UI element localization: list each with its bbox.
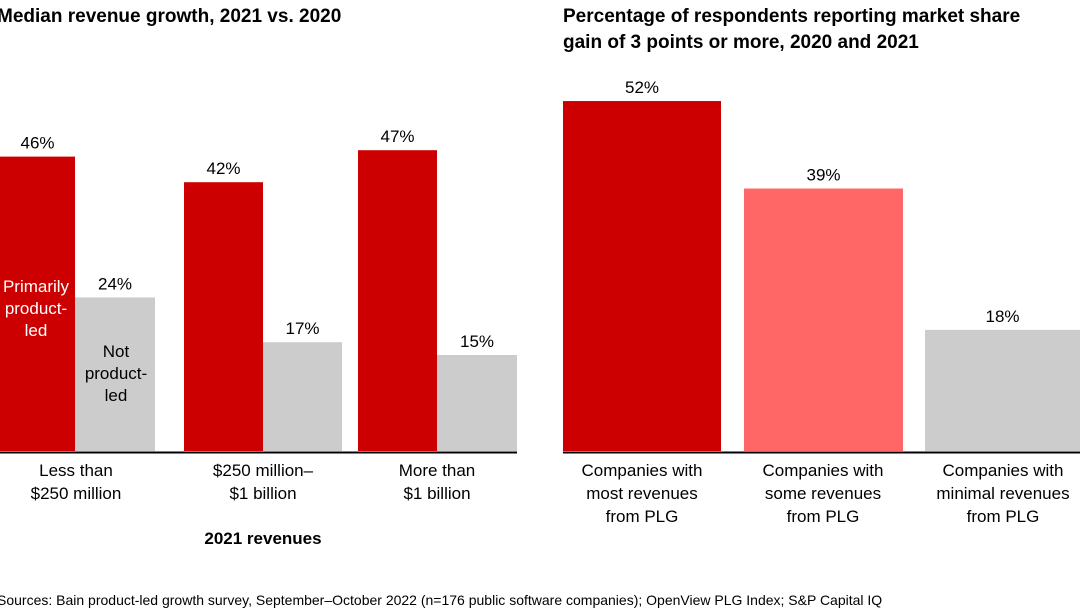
data-label: 42% [206, 159, 240, 178]
bar-product-led [0, 156, 75, 451]
category-label: from PLG [787, 507, 860, 526]
legend-label-product-led: led [25, 321, 48, 340]
data-label: 46% [20, 134, 54, 153]
category-label: most revenues [586, 484, 698, 503]
legend-label-product-led: Primarily [3, 277, 70, 296]
category-label: minimal revenues [936, 484, 1069, 503]
data-label: 47% [380, 127, 414, 146]
x-axis-title: 2021 revenues [204, 529, 321, 548]
legend-label-product-led: product- [5, 299, 67, 318]
sources-footnote: Sources: Bain product-led growth survey,… [0, 592, 883, 608]
category-label: $250 million [31, 484, 122, 503]
data-label: 18% [985, 307, 1019, 326]
data-label: 52% [625, 78, 659, 97]
bar-product-led [358, 150, 437, 451]
category-label: some revenues [765, 484, 881, 503]
legend-label-not-product-led: product- [85, 364, 147, 383]
bar-product-led [184, 182, 263, 451]
category-label: $1 billion [229, 484, 296, 503]
category-label: from PLG [967, 507, 1040, 526]
category-label: Companies with [582, 461, 703, 480]
category-label: from PLG [606, 507, 679, 526]
bar-not-product-led [437, 355, 517, 451]
category-label: Companies with [943, 461, 1064, 480]
bar-not-product-led [75, 297, 155, 451]
category-label: Less than [39, 461, 113, 480]
data-label: 15% [460, 332, 494, 351]
bar-not-product-led [263, 342, 342, 451]
bar [744, 188, 903, 451]
legend-label-not-product-led: led [105, 386, 128, 405]
bar [925, 329, 1080, 451]
category-label: More than [399, 461, 476, 480]
category-label: $1 billion [403, 484, 470, 503]
data-label: 39% [806, 166, 840, 185]
chart-title: Percentage of respondents reporting mark… [563, 6, 1020, 27]
category-label: $250 million– [213, 461, 314, 480]
bar [563, 101, 721, 451]
data-label: 17% [285, 319, 319, 338]
category-label: Companies with [763, 461, 884, 480]
chart-title: Median revenue growth, 2021 vs. 2020 [0, 6, 341, 27]
chart-title: gain of 3 points or more, 2020 and 2021 [563, 32, 919, 53]
legend-label-not-product-led: Not [103, 342, 130, 361]
data-label: 24% [98, 274, 132, 293]
